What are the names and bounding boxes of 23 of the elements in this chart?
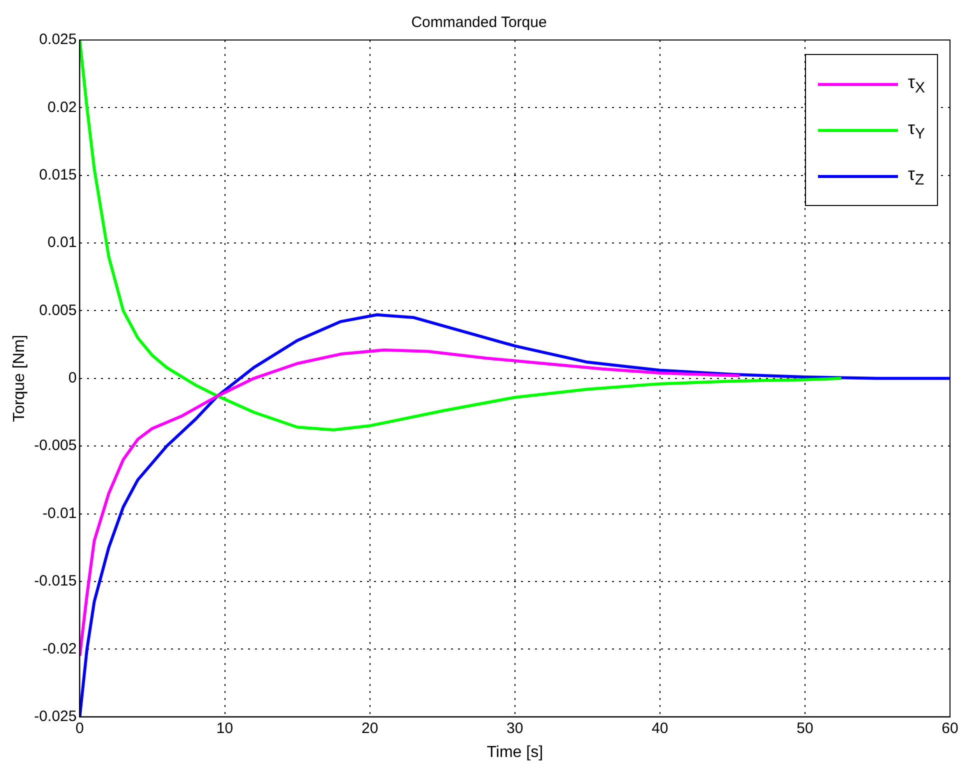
y-tick-label: -0.02	[42, 640, 77, 658]
x-axis-title: Time [s]	[486, 744, 544, 761]
legend-label: τ$_{Y}$	[908, 118, 925, 142]
y-tick-label: 0.005	[39, 302, 77, 319]
x-tick-label: 40	[652, 720, 668, 737]
y-tick-label: -0.015	[34, 572, 77, 590]
y-tick-label: 0	[68, 370, 77, 387]
y-tick-label: -0.025	[34, 708, 77, 725]
chart-title: Commanded Torque	[411, 14, 547, 32]
legend-label: τ$_{Z}$	[908, 164, 924, 188]
y-tick-label: 0.01	[48, 234, 77, 252]
x-tick-label: 10	[216, 720, 234, 737]
legend-label: τ$_{X}$	[908, 72, 925, 96]
y-tick-label: -0.01	[42, 504, 77, 522]
y-axis-title: Torque [Nm]	[11, 334, 28, 422]
y-tick-label: 0.025	[39, 31, 77, 48]
x-tick-label: 60	[942, 720, 958, 737]
x-tick-label: 50	[796, 720, 814, 737]
x-tick-label: 30	[506, 720, 524, 737]
y-tick-label: 0.015	[39, 166, 77, 184]
x-tick-label: 20	[361, 720, 378, 737]
y-tick-label: -0.005	[34, 437, 77, 454]
y-tick-label: 0.02	[48, 98, 77, 116]
